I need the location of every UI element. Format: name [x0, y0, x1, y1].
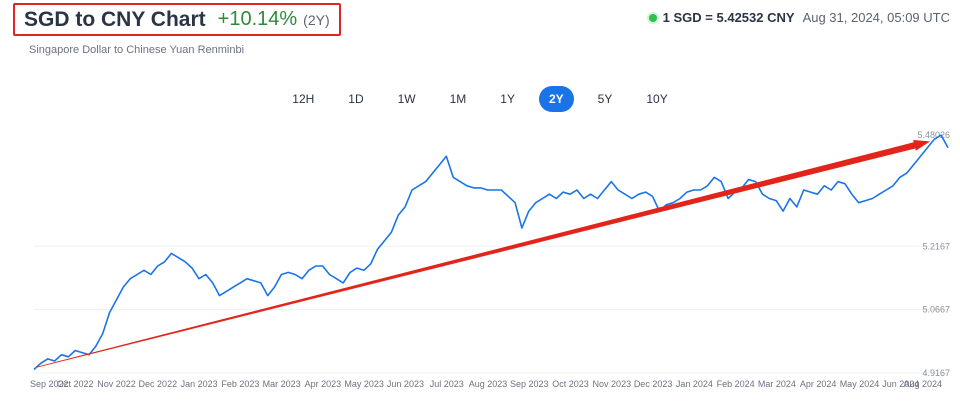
range-tab-10y[interactable]: 10Y: [646, 92, 668, 106]
y-tick-label: 5.2167: [922, 241, 950, 251]
current-rate: 1 SGD = 5.42532 CNY Aug 31, 2024, 05:09 …: [648, 10, 950, 25]
x-tick-label: Nov 2023: [593, 379, 632, 389]
x-tick-label: Jun 2023: [387, 379, 424, 389]
y-max-label: 5.48026: [917, 130, 950, 140]
rate-timestamp: Aug 31, 2024, 05:09 UTC: [802, 10, 950, 25]
trend-arrow: [35, 140, 930, 368]
x-tick-label: Apr 2024: [800, 379, 837, 389]
x-tick-label: Apr 2023: [305, 379, 342, 389]
x-tick-label: Oct 2022: [57, 379, 94, 389]
x-tick-label: Sep 2023: [510, 379, 549, 389]
x-tick-label: Oct 2023: [552, 379, 589, 389]
price-line: [33, 134, 949, 371]
range-tab-1m[interactable]: 1M: [449, 92, 467, 106]
y-tick-label: 5.0667: [922, 305, 950, 315]
range-tab-1y[interactable]: 1Y: [500, 92, 515, 106]
range-tab-12h[interactable]: 12H: [292, 92, 315, 106]
x-tick-label: Feb 2024: [717, 379, 755, 389]
x-tick-label: Dec 2022: [139, 379, 178, 389]
range-tab-2y[interactable]: 2Y: [538, 86, 574, 112]
x-tick-label: Aug 2024: [903, 379, 942, 389]
x-tick-label: Dec 2023: [634, 379, 673, 389]
x-tick-label: May 2024: [840, 379, 880, 389]
x-tick-label: Nov 2022: [97, 379, 136, 389]
x-tick-label: Jun 2024: [882, 379, 919, 389]
change-percent: +10.14%: [217, 8, 298, 30]
chart-title: SGD to CNY Chart: [24, 7, 206, 31]
x-tick-label: Feb 2023: [221, 379, 259, 389]
x-tick-label: Jul 2023: [430, 379, 464, 389]
rate-value: 1 SGD = 5.42532 CNY: [662, 10, 795, 25]
range-tab-1d[interactable]: 1D: [348, 92, 364, 106]
x-tick-label: Mar 2024: [758, 379, 796, 389]
time-range-selector: 12H 1D 1W 1M 1Y 2Y 5Y 10Y: [0, 86, 960, 112]
chart-title-box: SGD to CNY Chart +10.14% (2Y): [13, 3, 341, 36]
x-tick-label: Jan 2024: [676, 379, 713, 389]
x-tick-label: Aug 2023: [469, 379, 508, 389]
x-tick-label: Sep 2022: [30, 379, 69, 389]
range-tab-5y[interactable]: 5Y: [597, 92, 613, 106]
y-tick-label: 4.9167: [922, 368, 950, 378]
live-status-icon: [648, 13, 657, 22]
x-tick-label: Jan 2023: [181, 379, 218, 389]
chart-subtitle: Singapore Dollar to Chinese Yuan Renminb…: [29, 44, 245, 56]
x-tick-label: Mar 2023: [263, 379, 301, 389]
x-tick-label: May 2023: [344, 379, 384, 389]
range-tab-1w[interactable]: 1W: [397, 92, 416, 106]
change-period: (2Y): [303, 11, 330, 28]
